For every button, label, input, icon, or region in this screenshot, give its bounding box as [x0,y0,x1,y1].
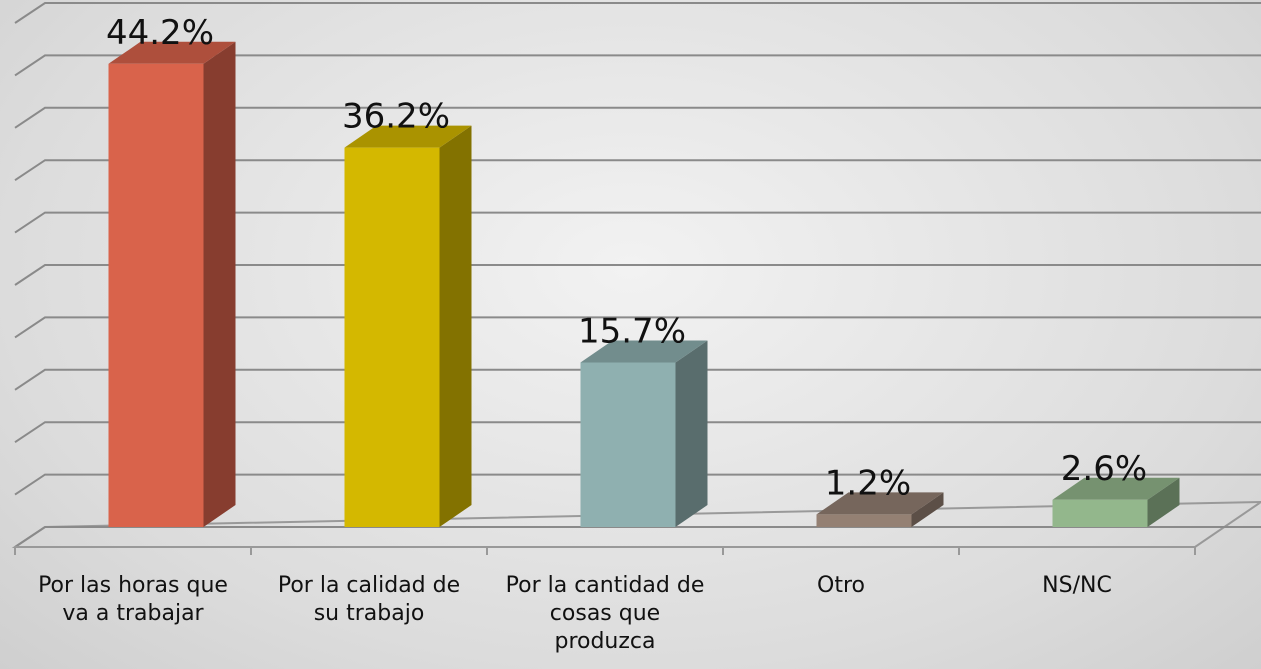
grid-line [14,106,1261,129]
value-label: 44.2% [106,13,214,53]
x-tick-label: Por las horas que va a trabajar [38,573,228,626]
x-tick-label: Otro [817,573,865,598]
bar-side [911,492,944,527]
bar [580,340,708,527]
bar-top [344,125,472,148]
bar [108,41,236,528]
bar-top [1052,477,1180,500]
bar-top [580,340,708,363]
value-label: 15.7% [578,311,686,351]
grid-line [14,526,1261,548]
grid-line [14,368,1261,391]
bar-side [1147,477,1180,527]
bar-side [203,41,236,528]
bar-front [816,514,912,527]
x-tick-label: Por la calidad de su trabajo [277,573,461,626]
value-label: 36.2% [342,97,450,137]
grid-line [14,473,1261,496]
bar-side [675,340,708,527]
bar-top [108,41,236,64]
bar-front [1052,499,1148,527]
grid-line [14,421,1261,444]
grid-line [14,2,1261,24]
x-tick-label: NS/NC [1042,573,1112,598]
bar-side [439,125,472,528]
bar-front [344,147,440,527]
x-tick-label: Por la cantidad de cosas que produzca [505,573,705,654]
grid-line [14,211,1261,234]
bar-front [580,362,676,527]
bar-front [108,63,204,528]
value-label: 1.2% [825,463,911,503]
bar-top [816,492,944,515]
bar [816,492,944,527]
grid-line [14,159,1261,182]
grid-line [14,264,1261,286]
bar [344,125,472,528]
grid-line [14,316,1261,339]
value-label: 2.6% [1061,449,1147,489]
grid-line [14,54,1261,77]
bar [1052,477,1180,527]
